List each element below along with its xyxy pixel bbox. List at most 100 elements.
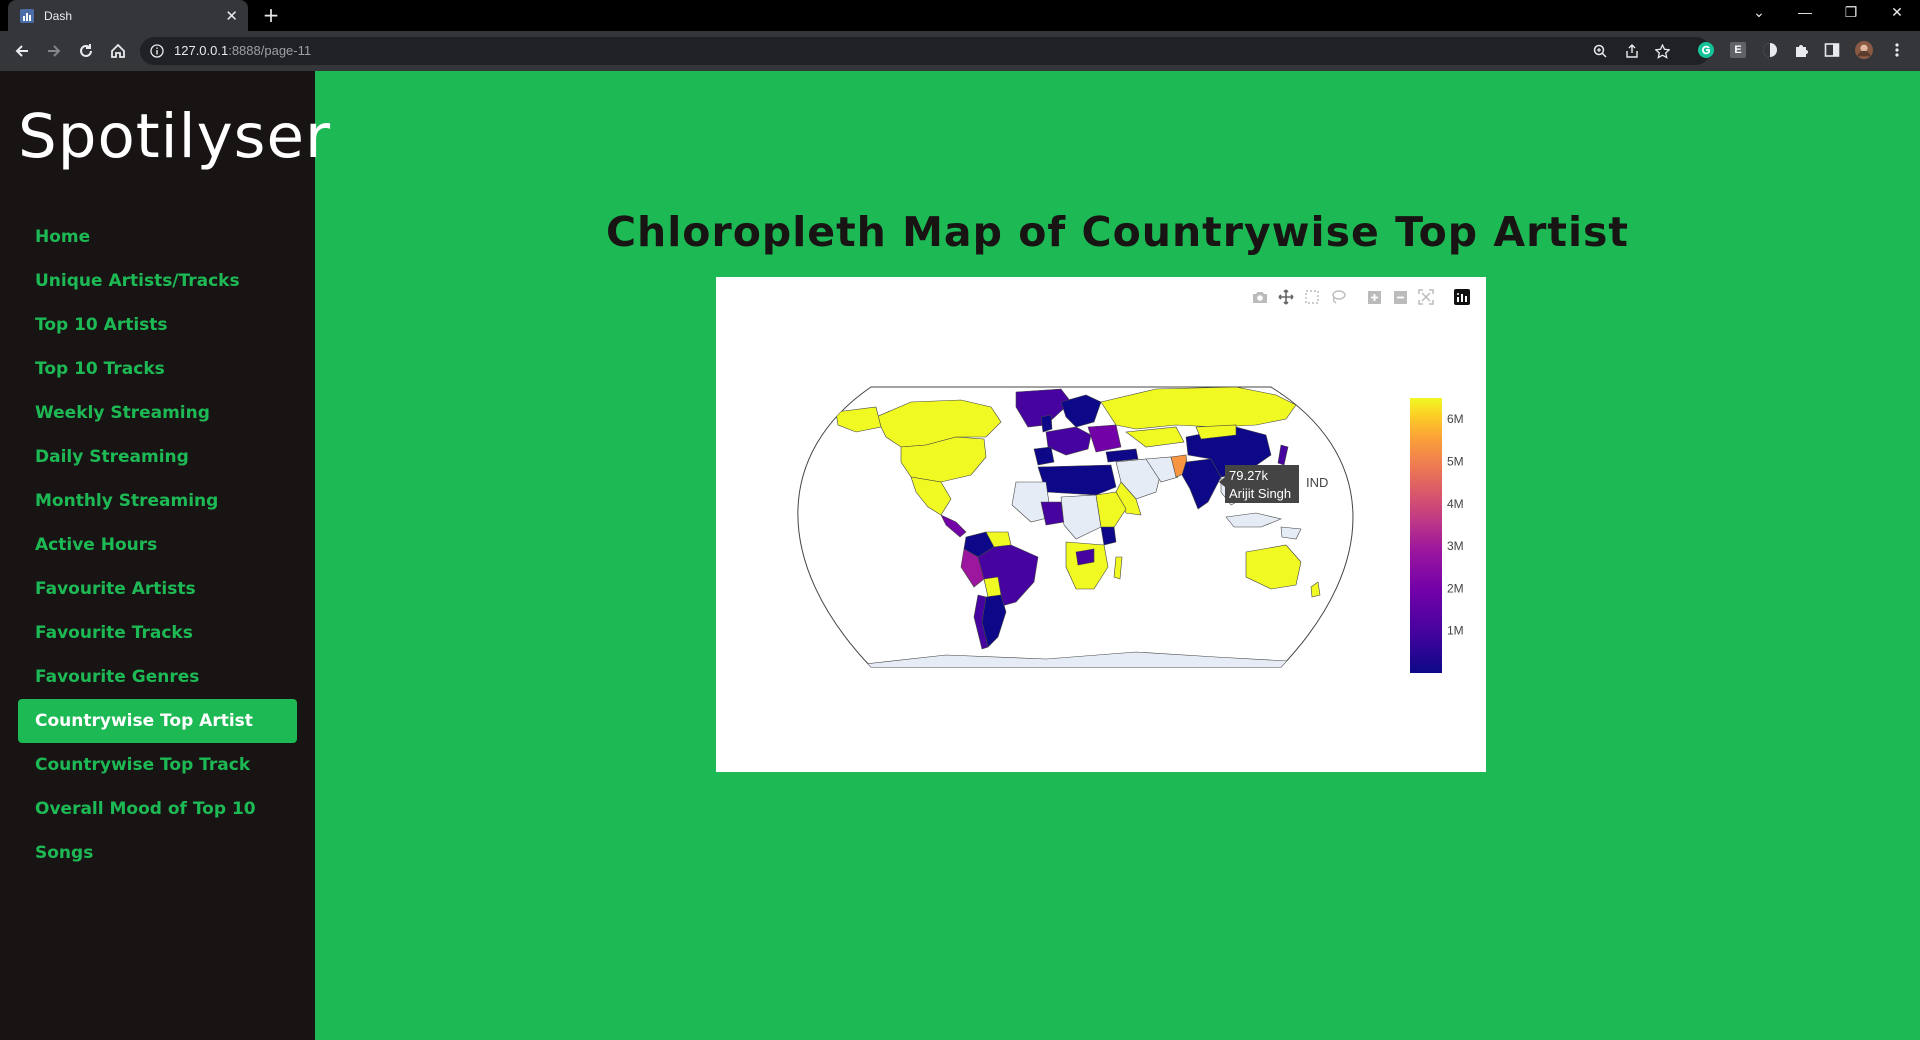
reset-icon[interactable] [1416, 287, 1436, 307]
country-kenya[interactable] [1100, 526, 1117, 546]
country-australia[interactable] [1245, 544, 1302, 590]
dark-mode-icon[interactable] [1761, 41, 1779, 59]
country-eastern-europe[interactable] [1087, 424, 1122, 453]
choropleth-map[interactable]: 79.27k Arijit Singh IND 1M 2M 3M 4M 5M 6M [716, 277, 1486, 772]
colorbar: 1M 2M 3M 4M 5M 6M [1410, 398, 1464, 673]
country-west-africa[interactable] [1011, 481, 1052, 523]
browser-toolbar: 127.0.0.1:8888/page-11 E [0, 31, 1920, 71]
extension-e-label: E [1730, 42, 1746, 58]
bookmark-star-icon[interactable] [1654, 43, 1670, 59]
tab-title: Dash [44, 8, 73, 23]
browser-tab[interactable]: Dash ✕ [8, 0, 248, 31]
tab-search-icon[interactable]: ⌄ [1753, 4, 1765, 20]
sidebar-item-monthly-streaming[interactable]: Monthly Streaming [35, 491, 219, 511]
colorbar-tick-label: 4M [1447, 497, 1464, 511]
lasso-icon[interactable] [1328, 287, 1348, 307]
country-western-europe[interactable] [1045, 426, 1092, 456]
country-russia[interactable] [1100, 387, 1297, 430]
country-central-america[interactable] [940, 514, 967, 538]
sidebar-nav: Home Unique Artists/Tracks Top 10 Artist… [18, 215, 297, 863]
country-new-zealand[interactable] [1310, 581, 1321, 598]
country-zambia[interactable] [1075, 548, 1095, 566]
country-papua[interactable] [1280, 526, 1302, 540]
country-mongolia[interactable] [1195, 424, 1237, 440]
camera-icon[interactable] [1250, 287, 1270, 307]
sidebar-item-unique-artists-tracks[interactable]: Unique Artists/Tracks [35, 271, 240, 291]
pan-icon[interactable] [1276, 287, 1296, 307]
country-central-africa[interactable] [1060, 494, 1102, 540]
country-turkey[interactable] [1105, 448, 1139, 463]
sidebar-item-countrywise-top-artist[interactable]: Countrywise Top Artist [18, 699, 297, 743]
sidebar-item-favourite-genres[interactable]: Favourite Genres [35, 667, 200, 687]
reload-icon[interactable] [74, 39, 98, 63]
tooltip-location: IND [1306, 475, 1328, 490]
zoom-in-icon[interactable] [1364, 287, 1384, 307]
country-north-africa[interactable] [1037, 464, 1117, 496]
address-bar[interactable]: 127.0.0.1:8888/page-11 [140, 37, 1710, 65]
new-tab-icon[interactable]: + [262, 3, 280, 27]
zoom-out-icon[interactable] [1390, 287, 1410, 307]
country-uk[interactable] [1040, 414, 1053, 433]
page-title: Chloropleth Map of Countrywise Top Artis… [605, 208, 1630, 256]
sidebar-item-daily-streaming[interactable]: Daily Streaming [35, 447, 189, 467]
colorbar-gradient [1410, 398, 1442, 673]
share-icon[interactable] [1624, 43, 1640, 59]
menu-kebab-icon[interactable] [1888, 41, 1906, 59]
profile-avatar[interactable] [1855, 41, 1873, 59]
country-east-africa[interactable] [1095, 491, 1127, 533]
grammarly-icon[interactable] [1697, 41, 1715, 59]
sidebar-item-weekly-streaming[interactable]: Weekly Streaming [35, 403, 210, 423]
sidebar-item-favourite-artists[interactable]: Favourite Artists [35, 579, 196, 599]
box-select-icon[interactable] [1302, 287, 1322, 307]
sidebar-item-favourite-tracks[interactable]: Favourite Tracks [35, 623, 193, 643]
country-usa[interactable] [900, 436, 987, 483]
tooltip-value: 79.27k [1229, 468, 1269, 483]
url-host: 127.0.0.1 [174, 43, 229, 58]
dash-favicon-icon [20, 8, 34, 23]
forward-icon[interactable] [42, 39, 66, 63]
colorbar-tick-label: 3M [1447, 539, 1464, 553]
restore-icon[interactable]: ❐ [1844, 4, 1858, 20]
country-kazakhstan[interactable] [1125, 426, 1185, 448]
extensions-puzzle-icon[interactable] [1792, 41, 1810, 59]
sidebar-item-countrywise-top-track[interactable]: Countrywise Top Track [35, 755, 251, 775]
tooltip-artist: Arijit Singh [1229, 486, 1291, 501]
colorbar-tick-label: 2M [1447, 581, 1464, 595]
country-scandinavia[interactable] [1060, 394, 1102, 428]
colorbar-ticks: 1M 2M 3M 4M 5M 6M [1447, 412, 1464, 638]
sidebar-item-home[interactable]: Home [35, 227, 91, 247]
country-saudi-arabia[interactable] [1115, 481, 1142, 516]
hover-tooltip: 79.27k Arijit Singh IND [1219, 465, 1328, 503]
back-icon[interactable] [10, 39, 34, 63]
sidebar-item-top-10-artists[interactable]: Top 10 Artists [35, 315, 168, 335]
zoom-icon[interactable] [1592, 43, 1608, 59]
site-info-icon[interactable] [150, 43, 164, 62]
sidebar-item-overall-mood[interactable]: Overall Mood of Top 10 Songs [35, 799, 256, 863]
country-canada[interactable] [875, 399, 1002, 448]
minimize-icon[interactable]: — [1798, 4, 1812, 20]
sidebar-item-top-10-tracks[interactable]: Top 10 Tracks [35, 359, 165, 379]
country-iberia[interactable] [1033, 446, 1055, 466]
extension-e-icon[interactable]: E [1729, 41, 1747, 59]
sidebar: Spotilyser Home Unique Artists/Tracks To… [0, 71, 330, 1040]
plotly-logo-icon[interactable] [1452, 287, 1472, 307]
country-alaska[interactable] [835, 406, 882, 433]
sidebar-item-active-hours[interactable]: Active Hours [35, 535, 158, 555]
colorbar-tick-label: 5M [1447, 454, 1464, 468]
choropleth-graph[interactable]: 79.27k Arijit Singh IND 1M 2M 3M 4M 5M 6M [716, 277, 1486, 772]
country-indonesia[interactable] [1225, 512, 1282, 528]
country-antarctica[interactable] [855, 651, 1307, 677]
colorbar-tick-label: 1M [1447, 624, 1464, 638]
close-window-icon[interactable]: ✕ [1891, 4, 1903, 20]
brand-title: Spotilyser [18, 101, 332, 172]
home-icon[interactable] [106, 39, 130, 63]
country-madagascar[interactable] [1113, 556, 1123, 580]
side-panel-icon[interactable] [1823, 41, 1841, 59]
country-chile[interactable] [973, 594, 989, 650]
browser-tab-bar: Dash ✕ + ⌄ — ❐ ✕ [0, 0, 1920, 31]
country-iran[interactable] [1145, 456, 1179, 483]
close-tab-icon[interactable]: ✕ [225, 6, 238, 25]
colorbar-tick-label: 6M [1447, 412, 1464, 426]
url-text: 127.0.0.1:8888/page-11 [174, 43, 311, 58]
plotly-modebar [1244, 287, 1472, 307]
